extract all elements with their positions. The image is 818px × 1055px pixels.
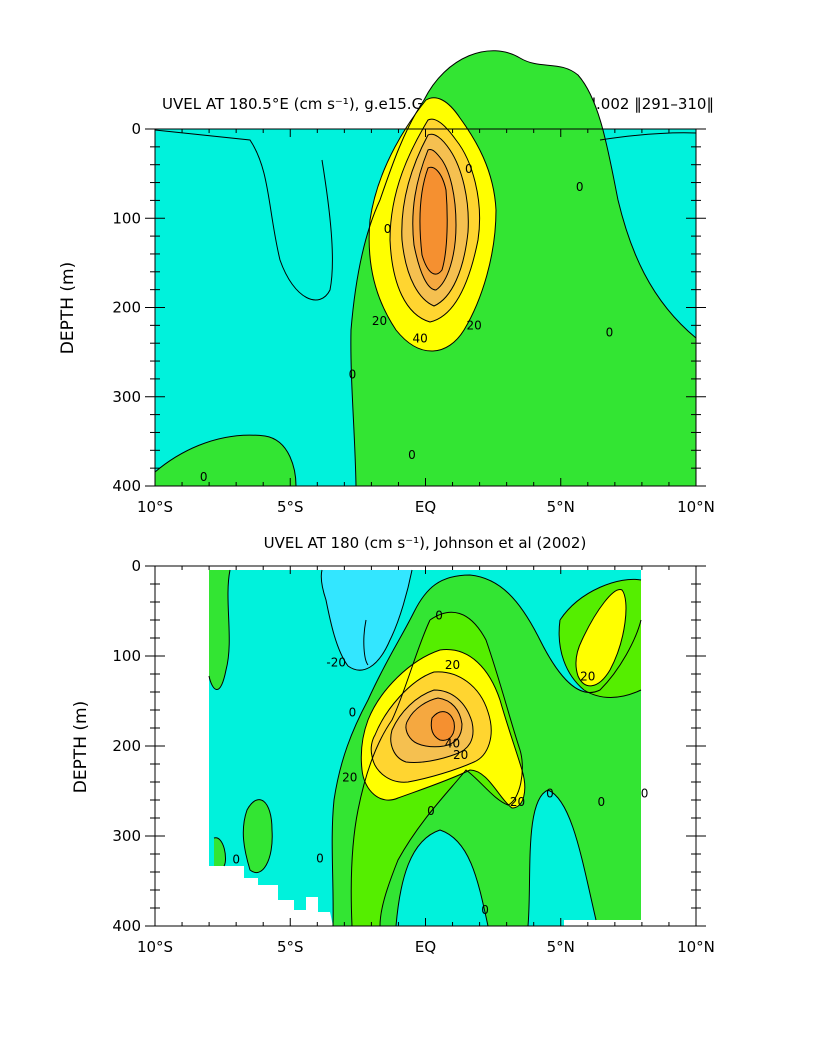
contour-label: 40 (445, 736, 460, 750)
contour-label: 0 (349, 367, 357, 381)
y-tick-label: 200 (112, 737, 141, 755)
contour-label: 0 (349, 706, 357, 720)
contour-label: 0 (481, 903, 489, 917)
contour-label: 20 (453, 748, 468, 762)
x-tick-label: 5°S (277, 498, 304, 516)
contour-label: 20 (445, 658, 460, 672)
x-tick-label: 10°S (137, 938, 173, 956)
contour-fill (155, 50, 696, 487)
x-tick-label: EQ (415, 498, 436, 516)
y-tick-label: 100 (112, 209, 141, 227)
contour-label: 20 (580, 670, 595, 684)
y-tick-label: 0 (131, 120, 141, 138)
contour-label: -20 (326, 655, 346, 669)
contour-label: 0 (384, 222, 392, 236)
contour-label: 0 (316, 852, 324, 866)
y-tick-label: 0 (131, 557, 141, 575)
fill-level-60-plus (425, 185, 442, 261)
contour-lines (154, 50, 697, 487)
contour-label: 0 (232, 852, 240, 866)
y-axis-label: DEPTH (m) (58, 262, 78, 354)
panel-observations: UVEL AT 180 (cm s⁻¹), Johnson et al (200… (71, 534, 715, 956)
contour-label: 20 (342, 771, 357, 785)
x-tick-label: EQ (415, 938, 436, 956)
contour-label: 0 (435, 609, 443, 623)
contour-label: 20 (510, 795, 525, 809)
x-tick-label: 10°N (677, 498, 715, 516)
x-tick-label: 5°S (277, 938, 304, 956)
contour-label: 20 (372, 314, 387, 328)
contour-labels: 0 0 0 0 0 0 0 20 20 40 (200, 162, 613, 484)
fill-negative-core (321, 570, 412, 671)
y-axis-label: DEPTH (m) (71, 701, 91, 793)
y-tick-label: 400 (112, 477, 141, 495)
contour-label: 0 (546, 787, 554, 801)
y-tick-label: 400 (112, 917, 141, 935)
contour-label: 40 (412, 332, 427, 346)
x-tick-label: 5°N (547, 938, 575, 956)
contour-lines (208, 569, 642, 927)
contour-label: 0 (465, 162, 473, 176)
y-tick-label: 200 (112, 299, 141, 317)
x-tick-label: 10°N (677, 938, 715, 956)
contour-label: 0 (408, 448, 416, 462)
contour-fill (209, 570, 641, 926)
x-tick-label: 5°N (547, 498, 575, 516)
panel-title: UVEL AT 180 (cm s⁻¹), Johnson et al (200… (264, 534, 587, 552)
contour-label: 0 (641, 787, 649, 801)
y-tick-label: 300 (112, 388, 141, 406)
contour-label: 0 (576, 180, 584, 194)
panel-model: UVEL AT 180.5°E (cm s⁻¹), g.e15.GIAF.T62… (58, 50, 715, 516)
y-tick-label: 100 (112, 647, 141, 665)
contour-label: 0 (427, 804, 435, 818)
contour-label: 0 (598, 795, 606, 809)
contour-label: 0 (606, 325, 614, 339)
contour-label: 20 (467, 318, 482, 332)
contour-label: 0 (200, 470, 208, 484)
y-tick-label: 300 (112, 827, 141, 845)
x-tick-label: 10°S (137, 498, 173, 516)
